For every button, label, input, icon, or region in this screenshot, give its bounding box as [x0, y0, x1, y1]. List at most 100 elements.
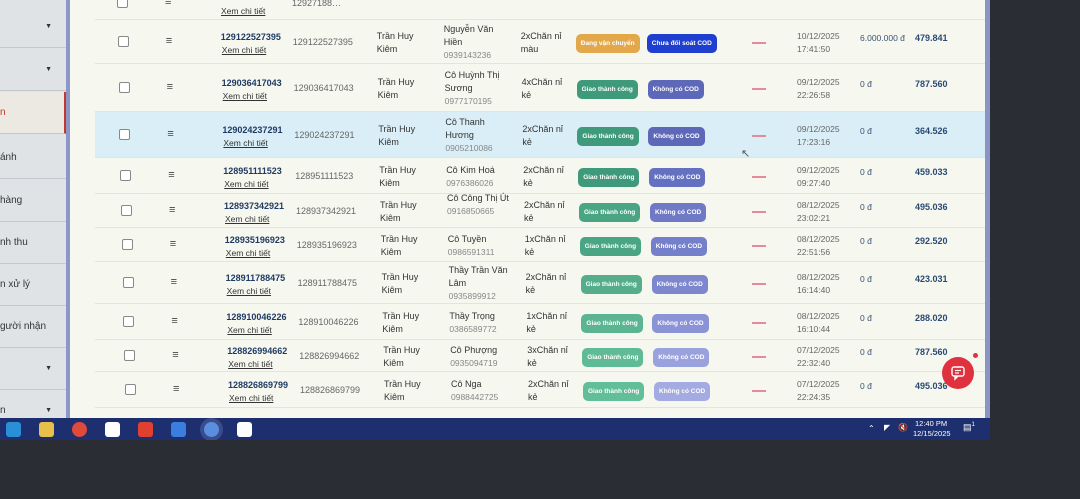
product: 2xChăn nỉ kẻ: [522, 124, 563, 147]
receiver-phone: 0939143236: [443, 50, 492, 60]
carrier-logo: [752, 211, 766, 213]
file-explorer-icon[interactable]: [39, 422, 54, 437]
tracking-code: 129024237291: [294, 130, 355, 140]
detail-link[interactable]: Xem chi tiết: [224, 179, 269, 189]
detail-link[interactable]: Xem chi tiết: [225, 214, 270, 224]
volume-muted-icon[interactable]: 🔇: [898, 423, 908, 432]
order-id: 128826994662: [227, 346, 288, 356]
row-checkbox[interactable]: [125, 384, 136, 395]
table-row[interactable]: ≡ 129024237291 Xem chi tiết 129024237291 Trầ…: [95, 112, 985, 158]
table-row[interactable]: ≡ 128911788475 Xem chi tiết 128911788475 Trầ…: [95, 262, 985, 304]
detail-link[interactable]: Xem chi tiết: [228, 359, 273, 369]
notification-dot: [973, 353, 978, 358]
detail-link[interactable]: Xem chi tiết: [226, 286, 271, 296]
cod-status-badge: Không có COD: [653, 348, 710, 367]
row-menu-icon[interactable]: ≡: [173, 383, 180, 395]
caret-down-icon: ▼: [45, 365, 52, 372]
table-row[interactable]: ≡ 128935196923 Xem chi tiết 128935196923 Trầ…: [95, 228, 985, 262]
product: 2xChăn nỉ kẻ: [524, 200, 565, 223]
row-menu-icon[interactable]: ≡: [168, 169, 175, 181]
row-menu-icon[interactable]: ≡: [167, 128, 174, 140]
sidebar-item[interactable]: n: [0, 92, 66, 134]
carrier-logo: [752, 390, 766, 392]
capcut-icon[interactable]: [105, 422, 120, 437]
row-menu-icon[interactable]: ≡: [165, 0, 172, 8]
detail-link[interactable]: Xem chi tiết: [221, 6, 266, 16]
created-time: 22:26:58: [797, 90, 831, 100]
row-menu-icon[interactable]: ≡: [169, 238, 177, 250]
carrier-logo: [752, 245, 766, 247]
receiver-phone: 0983745171: [443, 0, 511, 4]
row-checkbox[interactable]: [123, 316, 135, 327]
sidebar-item[interactable]: ▼: [0, 49, 66, 91]
clock-date[interactable]: 12/15/2025: [913, 429, 951, 438]
sidebar-item[interactable]: ánh: [0, 137, 66, 179]
order-id: 128935196923: [224, 235, 285, 245]
screen: ▼ ▼ n ánh hàng nh thu n xử lý gười nhận ▼ n ▼ ≡ Xem…: [0, 0, 990, 440]
row-checkbox[interactable]: [118, 82, 130, 93]
cod-amount: 0 đ: [860, 313, 872, 323]
row-checkbox[interactable]: [121, 239, 133, 250]
row-menu-icon[interactable]: ≡: [171, 315, 178, 327]
table-row[interactable]: ≡ 128910046226 Xem chi tiết 128910046226 Trầ…: [95, 304, 985, 340]
row-checkbox[interactable]: [120, 170, 132, 181]
taskbar: ⌃ ◤ 🔇 12:40 PM 12/15/2025 ▤1: [0, 418, 990, 440]
row-checkbox[interactable]: [121, 205, 132, 216]
chat-button[interactable]: [942, 357, 974, 389]
sidebar-item[interactable]: ▼: [0, 348, 66, 390]
tray-chevron-icon[interactable]: ⌃: [868, 424, 875, 433]
chrome-icon[interactable]: [72, 422, 87, 437]
table-row[interactable]: ≡ 128826994662 Xem chi tiết 128826994662 Trầ…: [95, 340, 985, 372]
table-row[interactable]: ≡ Xem chi tiết 12927188… Kiêm 0983745171 màu: [95, 0, 985, 20]
sidebar: ▼ ▼ n ánh hàng nh thu n xử lý gười nhận ▼ n ▼: [0, 0, 70, 432]
sender-name: Trần Huy Kiêm: [380, 200, 417, 223]
shipping-fee: 292.520: [915, 236, 948, 246]
table-row[interactable]: ≡ 128937342921 Xem chi tiết 128937342921 Trầ…: [95, 193, 985, 228]
sidebar-item[interactable]: nh thu: [0, 222, 66, 264]
row-menu-icon[interactable]: ≡: [165, 35, 173, 47]
zalo-icon[interactable]: [237, 422, 252, 437]
app-icon[interactable]: [171, 422, 186, 437]
sidebar-item-label: nh thu: [0, 237, 28, 248]
sidebar-item[interactable]: gười nhận: [0, 306, 66, 348]
notification-center-icon[interactable]: ▤1: [963, 422, 975, 432]
caret-down-icon: ▼: [45, 407, 52, 414]
row-menu-icon[interactable]: ≡: [170, 276, 178, 288]
clock-time[interactable]: 12:40 PM: [915, 419, 948, 428]
row-menu-icon[interactable]: ≡: [172, 349, 179, 361]
product: 3xChăn nỉ kẻ: [527, 345, 568, 368]
row-checkbox[interactable]: [122, 277, 134, 288]
sidebar-item[interactable]: n xử lý: [0, 264, 66, 306]
scrollbar[interactable]: [985, 0, 990, 418]
detail-link[interactable]: Xem chi tiết: [223, 138, 268, 148]
row-checkbox[interactable]: [117, 36, 129, 47]
table-row[interactable]: ≡ 129036417043 Xem chi tiết 129036417043 Trầ…: [95, 64, 985, 112]
edge-icon[interactable]: [6, 422, 21, 437]
receiver-name: Cô Thanh Hương: [445, 117, 485, 140]
table-row[interactable]: ≡ 128951111523 Xem chi tiết 128951111523 Trầ…: [95, 158, 985, 194]
sidebar-item[interactable]: hàng: [0, 180, 66, 222]
row-menu-icon[interactable]: ≡: [169, 204, 176, 216]
table-row[interactable]: ≡ 128826869799 Xem chi tiết 128826869799 Trầ…: [95, 372, 985, 408]
order-id: 128910046226: [226, 312, 287, 322]
detail-link[interactable]: Xem chi tiết: [225, 248, 271, 258]
table-row[interactable]: ≡ 129122527395 Xem chi tiết 129122527395 Trầ…: [95, 20, 985, 64]
youtube-icon[interactable]: [138, 422, 153, 437]
cod-amount: 0 đ: [860, 236, 872, 246]
wifi-icon[interactable]: ◤: [884, 423, 891, 432]
receiver: Cô Thanh Hương 0905210086: [445, 116, 513, 155]
chrome-active-icon[interactable]: [204, 422, 219, 437]
detail-link[interactable]: Xem chi tiết: [222, 91, 267, 101]
row-menu-icon[interactable]: ≡: [166, 81, 174, 93]
row-checkbox[interactable]: [124, 350, 136, 361]
row-checkbox[interactable]: [119, 129, 131, 140]
created-date: 09/12/2025: [797, 165, 840, 175]
receiver: Cô Huỳnh Thị Sương 0977170195: [445, 69, 513, 108]
detail-link[interactable]: Xem chi tiết: [229, 393, 274, 403]
delivery-status-badge: Giao thành công: [576, 80, 638, 99]
detail-link[interactable]: Xem chi tiết: [221, 45, 267, 55]
detail-link[interactable]: Xem chi tiết: [227, 325, 272, 335]
sidebar-item[interactable]: ▼: [0, 6, 66, 48]
row-checkbox[interactable]: [117, 0, 128, 8]
carrier-logo: [752, 356, 766, 358]
